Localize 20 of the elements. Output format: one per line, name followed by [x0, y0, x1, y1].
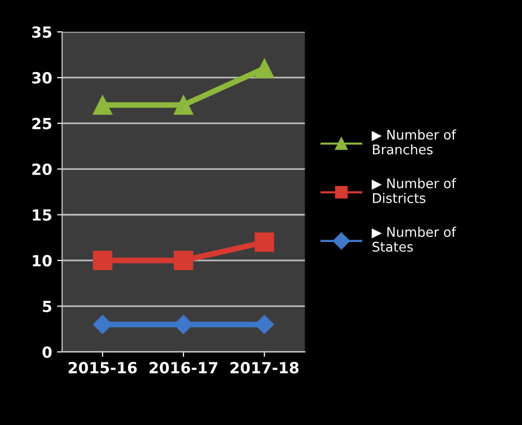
y-tick-label: 30 [32, 72, 52, 84]
legend-label: ▶ Number of Districts [372, 178, 456, 204]
y-tick-label: 35 [32, 26, 52, 38]
point [174, 95, 194, 115]
x-tick-label: 2015-16 [68, 362, 137, 374]
x-tick-label: 2016-17 [150, 362, 218, 374]
point [254, 232, 274, 252]
y-tick-label: 0 [42, 346, 52, 358]
y-tick-label: 20 [32, 163, 52, 176]
y-tick-label: 5 [42, 300, 52, 312]
point [92, 95, 112, 115]
point [254, 58, 274, 78]
y-tick-label: 15 [32, 209, 52, 221]
point [92, 250, 112, 270]
legend-label: ▶ Number of Branches [372, 129, 456, 154]
x-tick-label: 2017-18 [230, 362, 299, 374]
y-tick-label: 10 [32, 254, 52, 266]
y-tick-label: 25 [32, 118, 52, 130]
point [174, 250, 194, 270]
legend-label: ▶ Number of States [372, 226, 456, 252]
